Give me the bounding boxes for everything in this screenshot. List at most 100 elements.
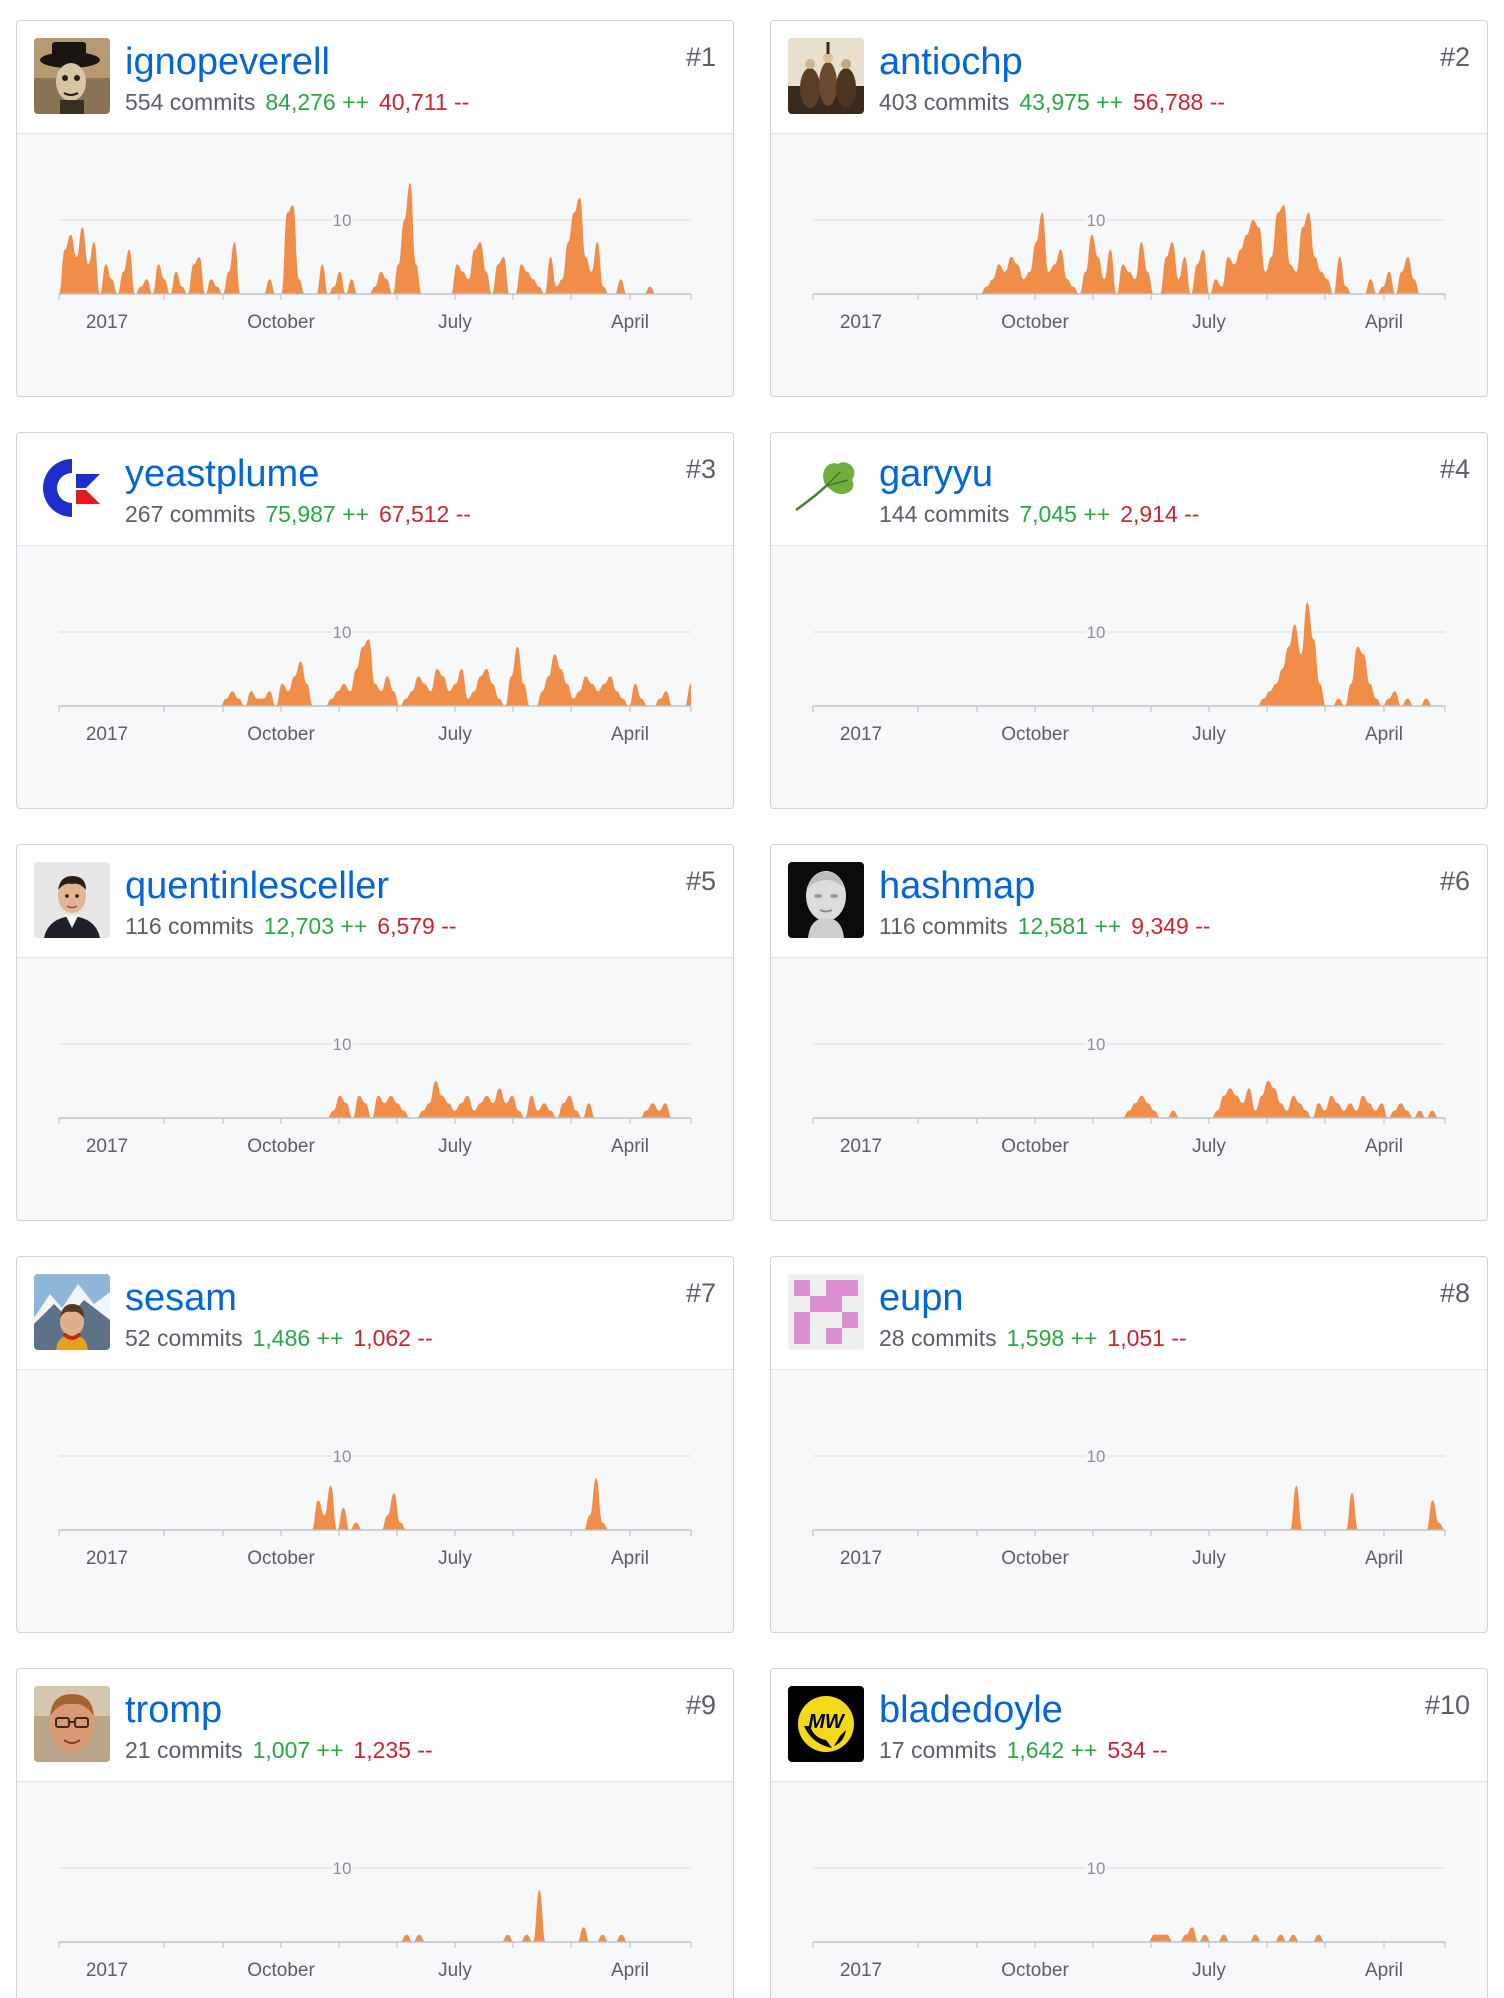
contributor-username-link[interactable]: bladedoyle [879, 1689, 1063, 1731]
commit-count[interactable]: 17 commits [879, 1737, 997, 1763]
deletions-count: 40,711 -- [378, 89, 470, 115]
contributor-stats: 116 commits 12,703 ++ 6,579 -- [125, 911, 457, 941]
x-axis-label: 2017 [86, 312, 128, 333]
gridline-label: 10 [1087, 1447, 1106, 1466]
figurines-photo-avatar [788, 38, 864, 114]
commit-count[interactable]: 21 commits [125, 1737, 243, 1763]
contributor-stats: 28 commits 1,598 ++ 1,051 -- [879, 1323, 1187, 1353]
deletions-count: 9,349 -- [1131, 913, 1211, 939]
contributor-card-header: MW bladedoyle 17 commits 1,642 ++ 534 -- #… [771, 1669, 1487, 1781]
contributor-username-link[interactable]: sesam [125, 1277, 237, 1319]
contributor-username-link[interactable]: tromp [125, 1689, 223, 1731]
contributor-stats: 17 commits 1,642 ++ 534 -- [879, 1735, 1168, 1765]
contributor-card: garyyu 144 commits 7,045 ++ 2,914 -- #4 10… [770, 432, 1488, 809]
rank-badge: #3 [685, 454, 716, 484]
x-axis-label: April [1365, 724, 1403, 745]
rank-badge: #5 [685, 866, 716, 896]
x-axis-label: October [247, 312, 315, 333]
gridline-label: 10 [333, 623, 352, 642]
x-axis-label: April [1365, 312, 1403, 333]
additions-count: 43,975 ++ [1019, 89, 1123, 115]
contributor-card-header: eupn 28 commits 1,598 ++ 1,051 -- #8 [771, 1257, 1487, 1369]
svg-text:MW: MW [808, 1711, 846, 1733]
gridline-label: 10 [1087, 623, 1106, 642]
x-axis-label: October [247, 1960, 315, 1981]
x-axis-label: April [1365, 1136, 1403, 1157]
x-axis-label: July [438, 1136, 472, 1157]
contributor-card: eupn 28 commits 1,598 ++ 1,051 -- #8 10 201… [770, 1256, 1488, 1633]
commit-area-series [813, 1081, 1445, 1118]
top-hat-portrait-avatar [34, 38, 110, 114]
x-axis-label: 2017 [840, 1960, 882, 1981]
avatar[interactable] [34, 38, 110, 114]
commit-count[interactable]: 116 commits [125, 913, 254, 939]
x-axis-label: April [611, 1548, 649, 1569]
avatar[interactable] [788, 450, 864, 526]
deletions-count: 534 -- [1107, 1737, 1168, 1763]
x-axis-label: April [611, 1136, 649, 1157]
avatar[interactable] [788, 862, 864, 938]
contributor-chart-panel: 10 2017 October July April [17, 133, 733, 396]
contributor-username-link[interactable]: ignopeverell [125, 41, 330, 83]
contributor-username-link[interactable]: garyyu [879, 453, 994, 495]
rank-badge: #8 [1439, 1278, 1470, 1308]
x-axis-label: October [247, 724, 315, 745]
contributor-chart-panel: 10 2017 October July April [17, 545, 733, 808]
avatar[interactable] [34, 862, 110, 938]
commit-activity-chart: 10 2017 October July April [58, 1445, 692, 1569]
commit-activity-chart: 10 2017 October July April [58, 621, 692, 745]
commit-area-series [59, 183, 691, 294]
rank-badge: #1 [685, 42, 716, 72]
rank-badge: #7 [685, 1278, 716, 1308]
man-glasses-avatar [34, 1686, 110, 1762]
x-axis-label: October [247, 1136, 315, 1157]
additions-count: 1,486 ++ [252, 1325, 344, 1351]
pink-identicon-avatar [788, 1274, 864, 1350]
additions-count: 12,581 ++ [1017, 913, 1122, 939]
x-axis-label: 2017 [840, 724, 882, 745]
additions-count: 84,276 ++ [265, 89, 369, 115]
rank-badge: #10 [1424, 1690, 1470, 1720]
commit-area-series [59, 1890, 691, 1942]
x-axis-label: July [438, 312, 472, 333]
avatar[interactable] [34, 1686, 110, 1762]
contributor-card-header: sesam 52 commits 1,486 ++ 1,062 -- #7 [17, 1257, 733, 1369]
avatar[interactable]: MW [788, 1686, 864, 1762]
woman-mountains-avatar [34, 1274, 110, 1350]
commit-count[interactable]: 267 commits [125, 501, 256, 527]
deletions-count: 2,914 -- [1120, 501, 1200, 527]
commit-count[interactable]: 116 commits [879, 913, 1008, 939]
commit-count[interactable]: 554 commits [125, 89, 256, 115]
contributor-username-link[interactable]: hashmap [879, 865, 1036, 907]
contributor-username-link[interactable]: quentinlesceller [125, 865, 390, 907]
ginkgo-leaf-avatar [788, 450, 864, 526]
gridline-label: 10 [1087, 1859, 1106, 1878]
contributor-card: tromp 21 commits 1,007 ++ 1,235 -- #9 10 20… [16, 1668, 734, 1998]
avatar[interactable] [788, 38, 864, 114]
x-axis-label: 2017 [840, 312, 882, 333]
commit-count[interactable]: 403 commits [879, 89, 1010, 115]
contributor-username-link[interactable]: yeastplume [125, 453, 320, 495]
x-axis-label: July [1192, 724, 1226, 745]
commit-count[interactable]: 28 commits [879, 1325, 997, 1351]
x-axis-label: 2017 [840, 1548, 882, 1569]
contributor-username-link[interactable]: antiochp [879, 41, 1023, 83]
commit-activity-chart: 10 2017 October July April [812, 1857, 1446, 1981]
commit-area-series [59, 1081, 691, 1118]
commit-activity-chart: 10 2017 October July April [812, 1033, 1446, 1157]
avatar[interactable] [34, 450, 110, 526]
avatar[interactable] [788, 1274, 864, 1350]
contributor-username-link[interactable]: eupn [879, 1277, 964, 1319]
contributor-card-header: tromp 21 commits 1,007 ++ 1,235 -- #9 [17, 1669, 733, 1781]
contributor-card-header: quentinlesceller 116 commits 12,703 ++ 6,5… [17, 845, 733, 957]
contributor-card: hashmap 116 commits 12,581 ++ 9,349 -- #6 … [770, 844, 1488, 1221]
commit-activity-chart: 10 2017 October July April [812, 205, 1446, 333]
contributor-stats: 21 commits 1,007 ++ 1,235 -- [125, 1735, 433, 1765]
commit-activity-chart: 10 2017 October July April [812, 1445, 1446, 1569]
avatar[interactable] [34, 1274, 110, 1350]
x-axis-label: October [1001, 724, 1069, 745]
commit-activity-chart: 10 2017 October July April [58, 183, 692, 333]
commit-count[interactable]: 52 commits [125, 1325, 243, 1351]
commit-count[interactable]: 144 commits [879, 501, 1010, 527]
